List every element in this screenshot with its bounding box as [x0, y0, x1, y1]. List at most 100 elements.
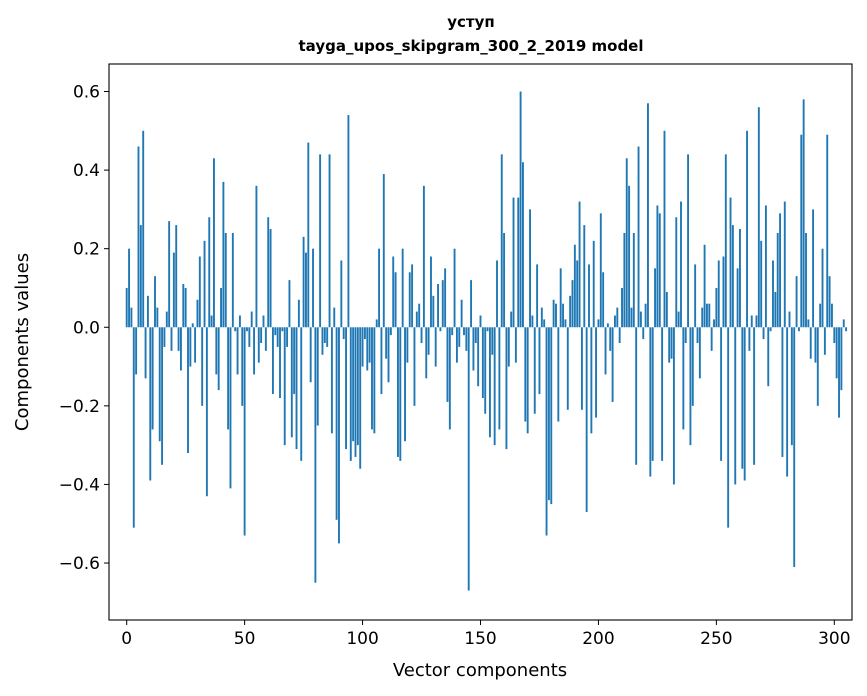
bar-178 — [545, 327, 548, 536]
bar-39 — [217, 327, 220, 391]
bar-140 — [455, 327, 458, 363]
bar-27 — [189, 327, 192, 367]
bar-56 — [257, 327, 260, 363]
bar-155 — [491, 327, 494, 355]
bar-269 — [760, 240, 763, 328]
bar-292 — [814, 327, 817, 363]
bar-268 — [757, 107, 760, 328]
bar-5 — [137, 146, 140, 328]
bar-127 — [425, 327, 428, 379]
bar-200 — [597, 319, 600, 328]
bar-226 — [658, 213, 661, 328]
bar-81 — [316, 327, 319, 426]
bar-225 — [656, 205, 659, 328]
bar-45 — [231, 232, 234, 328]
bar-214 — [630, 307, 633, 328]
bar-212 — [625, 158, 628, 328]
bar-34 — [205, 327, 208, 497]
bar-182 — [555, 303, 557, 328]
bar-261 — [741, 327, 744, 469]
bar-278 — [781, 327, 784, 457]
bar-97 — [354, 327, 357, 457]
bar-238 — [687, 154, 690, 328]
bar-132 — [437, 284, 439, 328]
bar-60 — [267, 217, 270, 328]
bar-99 — [359, 327, 362, 469]
bar-88 — [333, 307, 336, 328]
bar-236 — [682, 327, 685, 430]
bar-298 — [828, 276, 831, 328]
bar-174 — [536, 264, 539, 328]
bar-193 — [580, 327, 583, 410]
bar-213 — [628, 185, 631, 328]
bar-83 — [321, 327, 324, 355]
bar-173 — [533, 327, 536, 414]
bar-169 — [524, 327, 527, 422]
x-tick-label: 200 — [582, 629, 614, 649]
bar-303 — [840, 327, 843, 391]
bar-26 — [187, 327, 189, 454]
bar-209 — [618, 327, 621, 343]
bar-80 — [314, 327, 317, 583]
y-tick-label: 0.2 — [73, 240, 100, 260]
bar-29 — [194, 327, 197, 363]
bar-54 — [253, 327, 256, 375]
bar-146 — [470, 280, 473, 328]
bar-131 — [434, 327, 437, 367]
bar-191 — [576, 260, 579, 328]
bar-112 — [389, 327, 392, 336]
bar-133 — [439, 327, 442, 332]
bar-143 — [463, 327, 465, 336]
bar-23 — [180, 327, 182, 371]
y-axis-ticks: −0.6 −0.4 −0.2 0.0 0.2 0.4 0.6 — [59, 83, 109, 574]
bar-101 — [363, 327, 366, 340]
bar-281 — [788, 311, 791, 328]
bar-64 — [276, 327, 279, 347]
y-tick-label: −0.4 — [59, 475, 100, 495]
bar-53 — [250, 311, 253, 328]
bar-82 — [319, 154, 322, 328]
chart-title: уступ — [447, 13, 495, 31]
bar-61 — [269, 229, 272, 328]
bar-137 — [448, 327, 451, 430]
bar-217 — [637, 146, 640, 328]
bar-264 — [748, 327, 751, 351]
bar-210 — [621, 287, 623, 328]
bar-76 — [305, 252, 307, 328]
bar-219 — [642, 327, 645, 340]
bar-25 — [184, 287, 187, 328]
bar-263 — [746, 130, 748, 328]
bar-297 — [826, 134, 829, 328]
bar-185 — [562, 303, 564, 328]
bar-138 — [451, 327, 454, 336]
bar-92 — [342, 327, 345, 340]
bar-21 — [175, 225, 178, 328]
bar-43 — [227, 327, 230, 430]
bar-279 — [783, 201, 786, 328]
bar-63 — [274, 327, 277, 336]
bar-69 — [288, 280, 291, 328]
bar-276 — [776, 232, 779, 328]
chart-subtitle: tayga_upos_skipgram_300_2_2019 model — [299, 37, 644, 55]
bar-270 — [762, 327, 765, 340]
bar-248 — [710, 327, 713, 351]
bar-295 — [821, 248, 824, 328]
bar-16 — [163, 327, 166, 347]
bar-30 — [196, 299, 199, 328]
bar-91 — [340, 260, 343, 328]
bar-148 — [474, 327, 477, 343]
bar-48 — [238, 315, 241, 328]
bar-246 — [705, 303, 708, 328]
bar-104 — [371, 327, 373, 430]
bar-50 — [243, 327, 246, 536]
bar-141 — [458, 327, 461, 347]
bar-65 — [279, 327, 281, 398]
bar-287 — [802, 99, 805, 328]
bar-8 — [144, 327, 147, 379]
bar-211 — [623, 232, 626, 328]
bar-121 — [411, 264, 414, 328]
bar-85 — [326, 327, 329, 347]
bar-165 — [514, 327, 517, 363]
bar-232 — [672, 327, 675, 485]
